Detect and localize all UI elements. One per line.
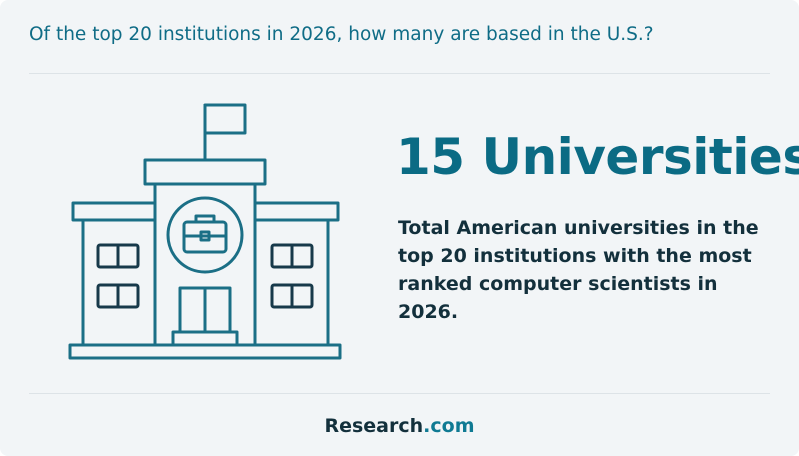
building-icon (68, 103, 342, 360)
description-line: 2026. (398, 301, 459, 323)
stat-headline: 15 Universities (396, 128, 799, 186)
brand-domain: .com (423, 415, 475, 437)
description-line: top 20 institutions with the most (398, 245, 752, 267)
question-title: Of the top 20 institutions in 2026, how … (29, 24, 654, 45)
footer-logo: Research.com (0, 415, 799, 437)
divider (29, 393, 770, 394)
description-line: ranked computer scientists in (398, 273, 718, 295)
stat-description: Total American universities in the top 2… (398, 214, 759, 326)
brand: Research (324, 415, 424, 437)
description-line: Total American universities in the (398, 217, 759, 239)
divider (29, 73, 770, 74)
